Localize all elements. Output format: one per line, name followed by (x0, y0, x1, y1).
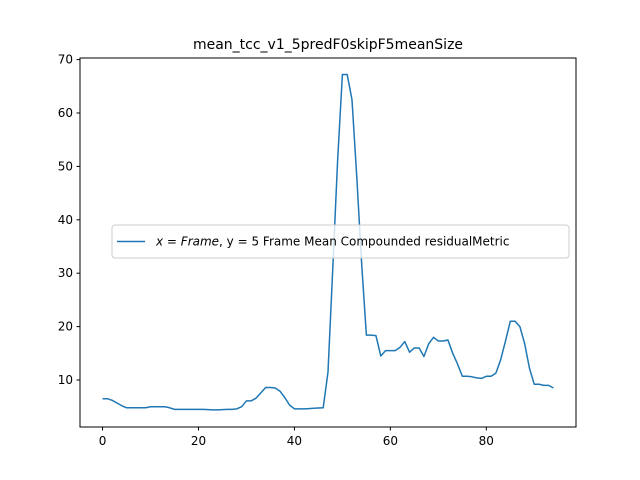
x-tick-label: 80 (479, 434, 494, 448)
x-tick-label: 0 (99, 434, 107, 448)
x-axis: 0 20 40 60 80 (99, 427, 494, 448)
series-layer (102, 73, 554, 411)
y-tick-label: 30 (58, 266, 73, 280)
series-line (102, 73, 554, 411)
x-tick-label: 60 (383, 434, 398, 448)
plot-frame (79, 57, 577, 428)
y-tick-label: 50 (58, 159, 73, 173)
legend-label-math: x = Frame (155, 235, 219, 249)
x-tick-label: 40 (287, 434, 302, 448)
y-tick-label: 60 (58, 106, 73, 120)
legend-box (111, 224, 570, 259)
legend: x = Frame, y = 5 Frame Mean Compounded r… (111, 224, 570, 259)
y-tick-label: 70 (58, 53, 73, 67)
x-tick-label: 20 (191, 434, 206, 448)
y-tick-label: 10 (58, 373, 73, 387)
y-tick-label: 40 (58, 213, 73, 227)
y-axis: 10 20 30 40 50 60 70 (58, 53, 80, 387)
chart-title: mean_tcc_v1_5predF0skipF5meanSize (193, 37, 463, 53)
y-tick-label: 20 (58, 320, 73, 334)
legend-label: x = Frame, y = 5 Frame Mean Compounded r… (155, 235, 510, 249)
legend-label-text: , y = 5 Frame Mean Compounded residualMe… (219, 235, 509, 249)
